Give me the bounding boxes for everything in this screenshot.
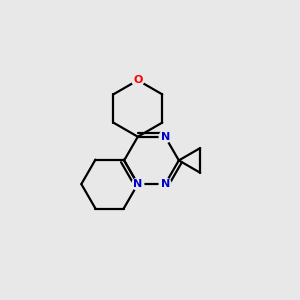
Circle shape	[132, 178, 144, 190]
Circle shape	[159, 178, 171, 190]
Text: N: N	[133, 179, 142, 189]
Text: N: N	[160, 179, 170, 189]
Text: N: N	[160, 132, 170, 142]
Text: O: O	[133, 75, 142, 85]
Circle shape	[159, 131, 171, 143]
Circle shape	[132, 74, 144, 86]
